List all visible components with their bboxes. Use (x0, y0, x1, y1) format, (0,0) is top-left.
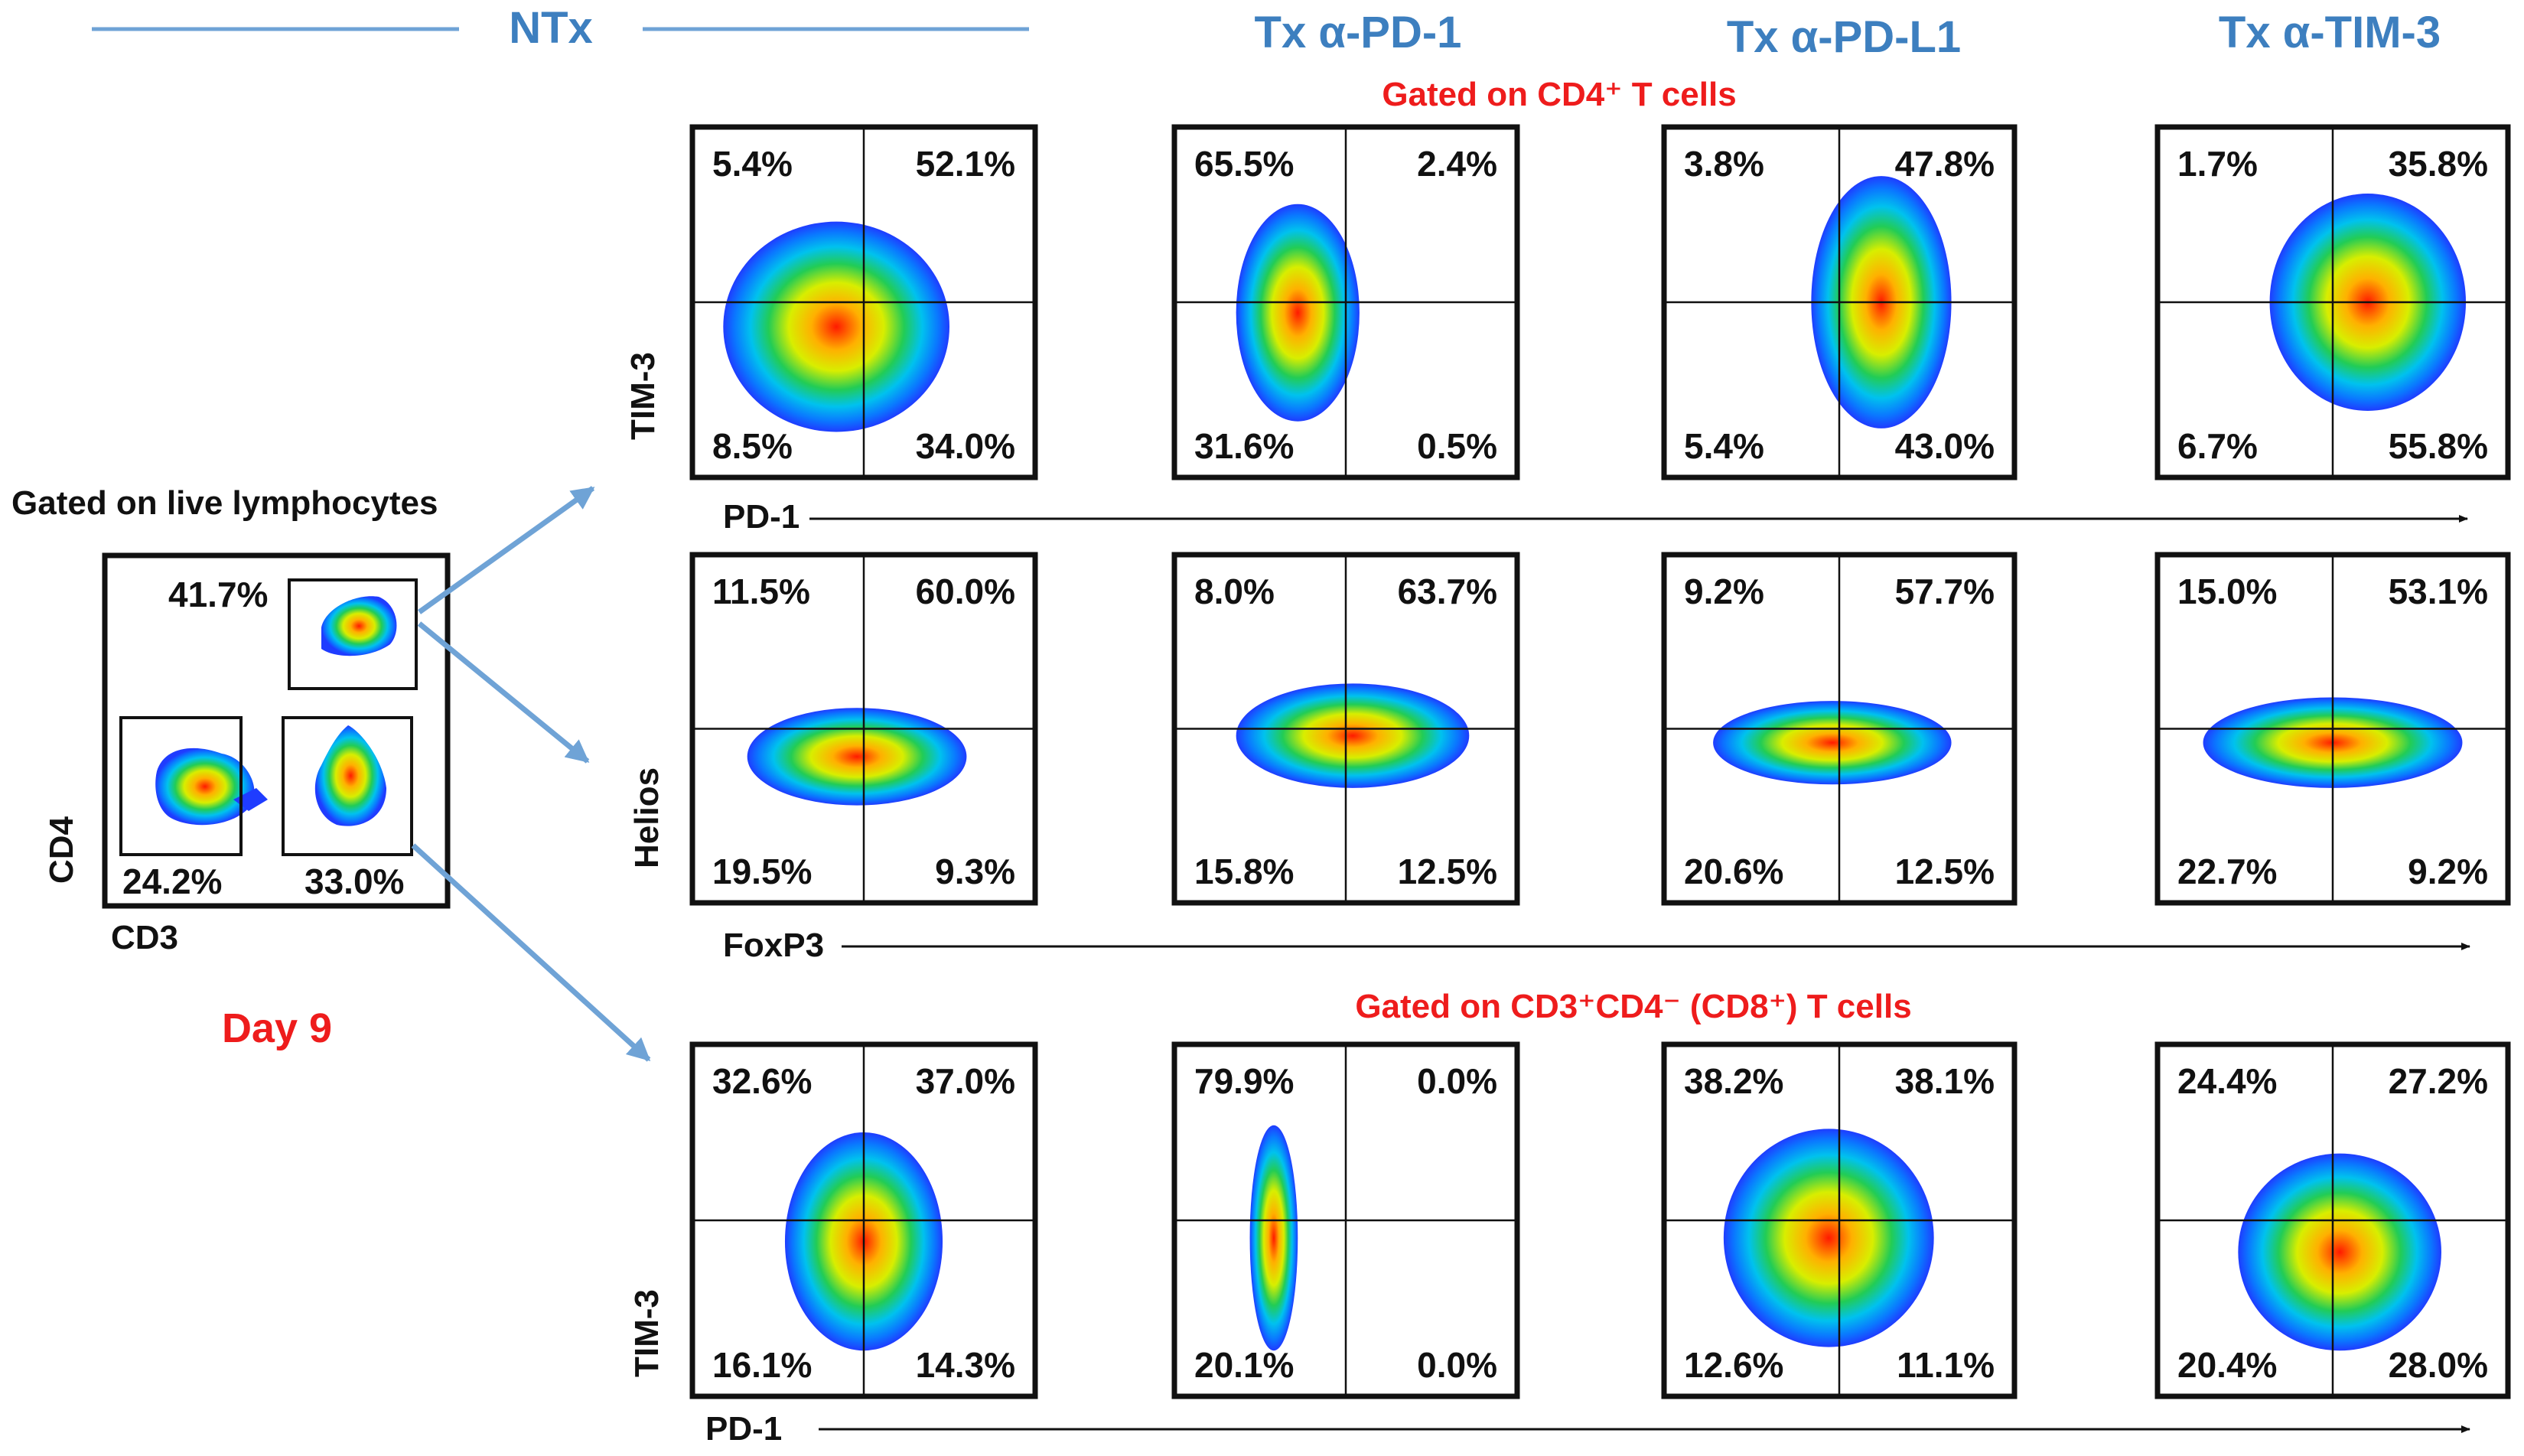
quadrant-plot-r3-c1: 32.6% 37.0% 16.1% 14.3% (689, 1041, 1038, 1399)
quadrant-pct-ul: 1.7% (2177, 144, 2258, 184)
quadrant-pct-ll: 5.4% (1684, 426, 1764, 466)
quadrant-pct-lr: 14.3% (916, 1345, 1015, 1385)
quadrant-pct-ur: 38.1% (1895, 1061, 1995, 1101)
quadrant-pct-ul: 15.0% (2177, 572, 2277, 611)
quadrant-pct-ll: 20.1% (1194, 1345, 1294, 1385)
density-blob (1713, 701, 1952, 785)
quadrant-pct-ll: 31.6% (1194, 426, 1294, 466)
quadrant-pct-ur: 37.0% (916, 1061, 1015, 1101)
quadrant-pct-ur: 57.7% (1895, 572, 1995, 611)
gate-cd3neg (119, 716, 243, 856)
quadrant-pct-ll: 22.7% (2177, 852, 2277, 891)
quadrant-pct-lr: 55.8% (2389, 426, 2488, 466)
quadrant-pct-ur: 52.1% (916, 144, 1015, 184)
quadrant-pct-ur: 63.7% (1398, 572, 1497, 611)
quadrant-pct-ll: 16.1% (712, 1345, 812, 1385)
quadrant-pct-ul: 9.2% (1684, 572, 1764, 611)
quadrant-plot-r1-c4: 1.7% 35.8% 6.7% 55.8% (2154, 124, 2511, 480)
quadrant-plot-r2-c2: 8.0% 63.7% 15.8% 12.5% (1171, 552, 1520, 906)
quadrant-pct-ll: 19.5% (712, 852, 812, 891)
quadrant-pct-ll: 6.7% (2177, 426, 2258, 466)
quadrant-pct-lr: 12.5% (1398, 852, 1497, 891)
quadrant-pct-ur: 47.8% (1895, 144, 1995, 184)
x-axis-label-cd3: CD3 (111, 919, 178, 956)
gate-title-cd4: Gated on CD4⁺ T cells (1382, 76, 1736, 113)
quadrant-pct-ul: 5.4% (712, 144, 793, 184)
quadrant-plot-r1-c1: 5.4% 52.1% 8.5% 34.0% (689, 124, 1038, 480)
quadrant-pct-ur: 35.8% (2389, 144, 2488, 184)
gate-cd3neg-pct: 24.2% (122, 862, 222, 901)
quadrant-pct-lr: 43.0% (1895, 426, 1995, 466)
quadrant-pct-ul: 3.8% (1684, 144, 1764, 184)
live-lymphocyte-plot: 41.7% 24.2% 33.0% CD4 CD3 (43, 552, 451, 956)
row2-y-label: Helios (628, 767, 666, 868)
quadrant-pct-ul: 79.9% (1194, 1061, 1294, 1101)
gate-cd4-pct: 41.7% (168, 575, 268, 614)
density-blob (747, 708, 967, 806)
quadrant-pct-lr: 0.5% (1417, 426, 1497, 466)
quadrant-pct-lr: 9.3% (935, 852, 1015, 891)
header-anti-pd1: Tx α-PD-1 (1255, 8, 1462, 57)
cd4-population-blob (321, 596, 397, 656)
cd3pos-cd4neg-population-blob (314, 725, 386, 826)
quadrant-pct-ul: 11.5% (712, 572, 810, 611)
day-label: Day 9 (222, 1005, 332, 1051)
quadrant-pct-ll: 8.5% (712, 426, 793, 466)
header-anti-tim3: Tx α-TIM-3 (2219, 8, 2441, 57)
quadrant-pct-ur: 27.2% (2389, 1061, 2488, 1101)
quadrant-pct-ur: 53.1% (2389, 572, 2488, 611)
arrow-to-cd8-tim3 (411, 843, 651, 1062)
quadrant-pct-lr: 9.2% (2408, 852, 2488, 891)
gate-title-live: Gated on live lymphocytes (11, 484, 438, 522)
gate-title-cd8: Gated on CD3⁺CD4⁻ (CD8⁺) T cells (1355, 988, 1911, 1025)
density-blob (2238, 1153, 2441, 1351)
arrow-to-cd4-tim3 (417, 486, 595, 614)
quadrant-plot-r3-c2: 79.9% 0.0% 20.1% 0.0% (1171, 1041, 1520, 1399)
row1-y-label: TIM-3 (624, 352, 662, 440)
header-ntx: NTx (509, 3, 593, 53)
quadrant-pct-lr: 0.0% (1417, 1345, 1497, 1385)
row2-x-label: FoxP3 (723, 927, 824, 964)
quadrant-pct-ur: 0.0% (1417, 1061, 1497, 1101)
quadrant-pct-ul: 8.0% (1194, 572, 1275, 611)
quadrant-pct-ll: 20.6% (1684, 852, 1783, 891)
row1-x-label: PD-1 (723, 498, 800, 536)
quadrant-pct-ul: 32.6% (712, 1061, 812, 1101)
quadrant-plot-r3-c4: 24.4% 27.2% 20.4% 28.0% (2154, 1041, 2511, 1399)
quadrant-pct-lr: 12.5% (1895, 852, 1995, 891)
quadrant-plot-r2-c4: 15.0% 53.1% 22.7% 9.2% (2154, 552, 2511, 906)
quadrant-plot-r1-c2: 65.5% 2.4% 31.6% 0.5% (1171, 124, 1520, 480)
density-blob (723, 221, 949, 432)
density-blob (1236, 683, 1470, 788)
quadrant-pct-lr: 34.0% (916, 426, 1015, 466)
quadrant-pct-ur: 60.0% (916, 572, 1015, 611)
quadrant-pct-ul: 38.2% (1684, 1061, 1783, 1101)
density-blob (1249, 1125, 1298, 1351)
gate-cd4 (288, 578, 418, 690)
density-blob (1723, 1129, 1934, 1347)
arrow-to-cd4-helios (417, 621, 590, 764)
quadrant-pct-lr: 28.0% (2389, 1345, 2488, 1385)
header-anti-pdl1: Tx α-PD-L1 (1727, 12, 1961, 62)
quadrant-pct-ll: 15.8% (1194, 852, 1294, 891)
quadrant-plot-grid: 5.4% 52.1% 8.5% 34.0% 65.5% 2.4% 31.6% 0.5% 3.8%… (689, 124, 2511, 1399)
row3-y-label: TIM-3 (628, 1289, 666, 1377)
quadrant-pct-ul: 24.4% (2177, 1061, 2277, 1101)
quadrant-pct-ul: 65.5% (1194, 144, 1294, 184)
quadrant-plot-r1-c3: 3.8% 47.8% 5.4% 43.0% (1661, 124, 2018, 480)
quadrant-plot-r2-c3: 9.2% 57.7% 20.6% 12.5% (1661, 552, 2018, 906)
quadrant-pct-ll: 20.4% (2177, 1345, 2277, 1385)
quadrant-plot-r2-c1: 11.5% 60.0% 19.5% 9.3% (689, 552, 1038, 906)
quadrant-pct-ll: 12.6% (1684, 1345, 1783, 1385)
density-blob (1236, 204, 1360, 422)
quadrant-plot-r3-c3: 38.2% 38.1% 12.6% 11.1% (1661, 1041, 2018, 1399)
gate-cd3pos-cd4neg-pct: 33.0% (305, 862, 404, 901)
y-axis-label-cd4: CD4 (43, 816, 80, 884)
row3-x-label: PD-1 (705, 1410, 782, 1448)
gate-cd3pos-cd4neg (282, 716, 413, 856)
cd3neg-population-blob (155, 748, 255, 826)
quadrant-pct-lr: 11.1% (1897, 1345, 1995, 1385)
quadrant-pct-ur: 2.4% (1417, 144, 1497, 184)
